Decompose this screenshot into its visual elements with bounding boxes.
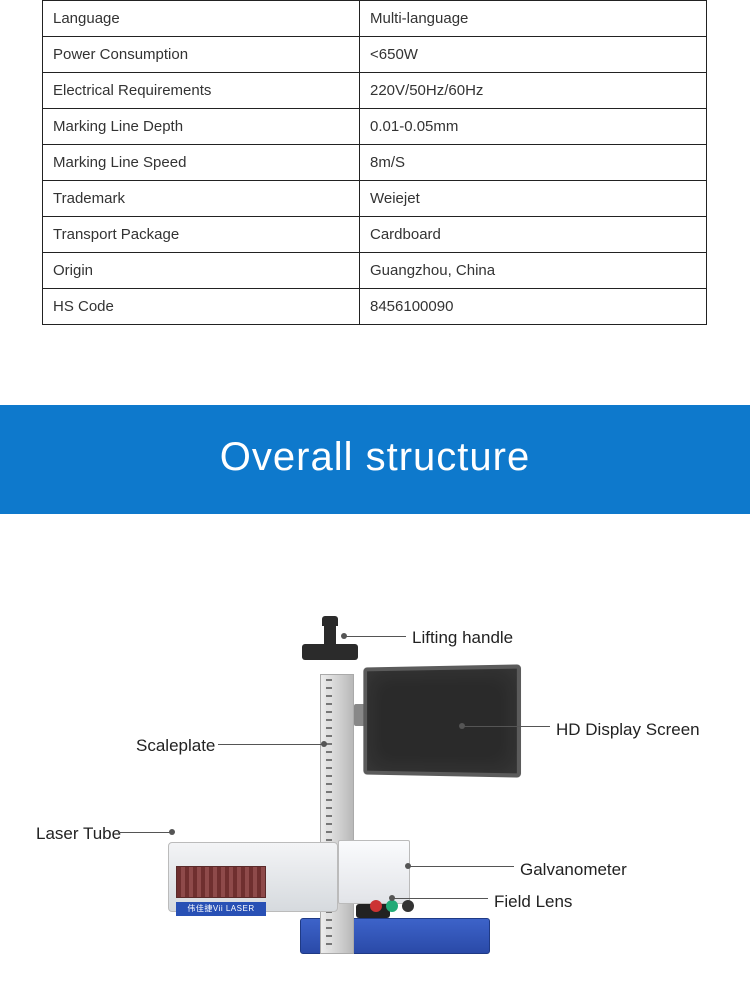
spec-value: Multi-language: [360, 1, 707, 37]
section-banner-title: Overall structure: [0, 435, 750, 480]
control-button-green-icon: [386, 900, 398, 912]
spec-label: Marking Line Depth: [43, 109, 360, 145]
spec-label: HS Code: [43, 289, 360, 325]
leader-line: [462, 726, 550, 727]
table-row: TrademarkWeiejet: [43, 181, 707, 217]
control-button-black-icon: [402, 900, 414, 912]
table-row: Power Consumption<650W: [43, 37, 707, 73]
galvanometer-shape: [338, 840, 410, 904]
table-row: HS Code8456100090: [43, 289, 707, 325]
callout-laser_tube: Laser Tube: [36, 824, 121, 844]
spec-value: <650W: [360, 37, 707, 73]
spec-value: 8m/S: [360, 145, 707, 181]
leader-dot-icon: [459, 723, 465, 729]
table-row: Electrical Requirements220V/50Hz/60Hz: [43, 73, 707, 109]
leader-dot-icon: [321, 741, 327, 747]
callout-field_lens: Field Lens: [494, 892, 572, 912]
spec-table-body: LanguageMulti-languagePower Consumption<…: [43, 1, 707, 325]
leader-line: [218, 744, 324, 745]
lift-cap-shape: [322, 616, 338, 626]
callout-lifting_handle: Lifting handle: [412, 628, 513, 648]
spec-label: Electrical Requirements: [43, 73, 360, 109]
callout-hd_display: HD Display Screen: [556, 720, 700, 740]
lift-stem-shape: [324, 624, 336, 648]
table-row: Transport PackageCardboard: [43, 217, 707, 253]
spec-value: Guangzhou, China: [360, 253, 707, 289]
spec-value: Cardboard: [360, 217, 707, 253]
spec-label: Origin: [43, 253, 360, 289]
laser-brand-label: 伟佳捷Vii LASER: [176, 902, 266, 916]
leader-line: [118, 832, 172, 833]
spec-table: LanguageMulti-languagePower Consumption<…: [42, 0, 707, 325]
leader-dot-icon: [389, 895, 395, 901]
leader-dot-icon: [169, 829, 175, 835]
laser-vents-shape: [176, 866, 266, 898]
spec-label: Power Consumption: [43, 37, 360, 73]
table-row: Marking Line Depth0.01-0.05mm: [43, 109, 707, 145]
spec-label: Trademark: [43, 181, 360, 217]
structure-diagram: 伟佳捷Vii LASER Lifting handle HD Display Sc…: [0, 574, 750, 1004]
section-banner: Overall structure: [0, 405, 750, 514]
spec-value: Weiejet: [360, 181, 707, 217]
spec-value: 8456100090: [360, 289, 707, 325]
spec-label: Language: [43, 1, 360, 37]
callout-scaleplate: Scaleplate: [136, 736, 215, 756]
spec-value: 0.01-0.05mm: [360, 109, 707, 145]
leader-line: [344, 636, 406, 637]
spec-value: 220V/50Hz/60Hz: [360, 73, 707, 109]
table-row: OriginGuangzhou, China: [43, 253, 707, 289]
spec-label: Marking Line Speed: [43, 145, 360, 181]
leader-line: [392, 898, 488, 899]
callout-galvanometer: Galvanometer: [520, 860, 627, 880]
leader-line: [408, 866, 514, 867]
control-button-red-icon: [370, 900, 382, 912]
leader-dot-icon: [341, 633, 347, 639]
monitor-shape: [363, 664, 521, 777]
leader-dot-icon: [405, 863, 411, 869]
table-row: Marking Line Speed 8m/S: [43, 145, 707, 181]
control-buttons-row: [370, 900, 414, 912]
table-row: LanguageMulti-language: [43, 1, 707, 37]
spec-label: Transport Package: [43, 217, 360, 253]
